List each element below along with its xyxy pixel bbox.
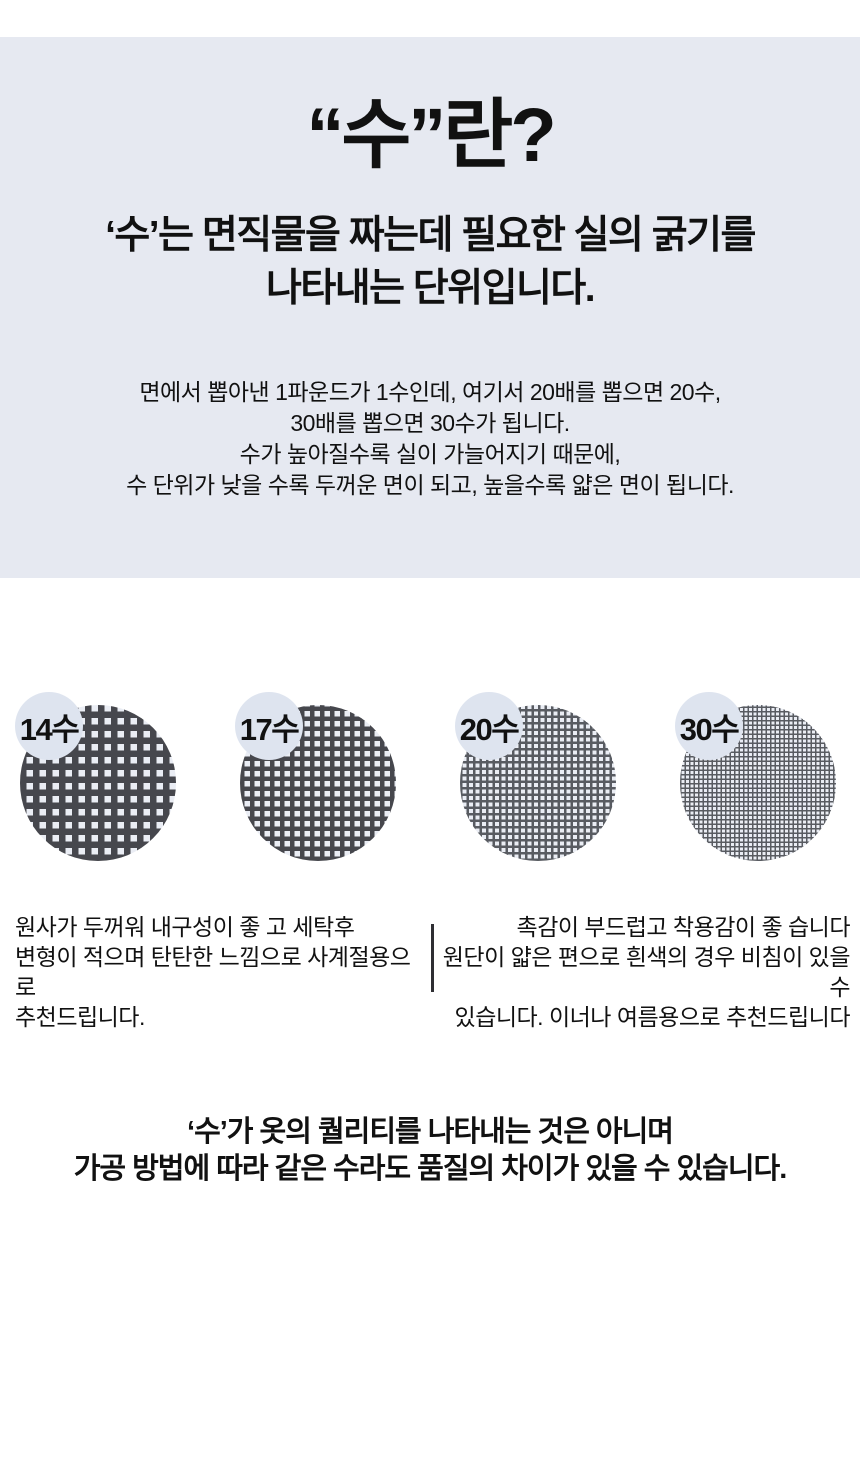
intro-line-3: 수가 높아질수록 실이 가늘어지기 때문에, <box>239 441 621 468</box>
subtitle-line-2: 나타내는 단위입니다. <box>265 267 596 311</box>
intro-line-4: 수 단위가 낮을 수록 두꺼운 면이 되고, 높을수록 얇은 면이 됩니다. <box>126 472 734 499</box>
thin-note-line-3: 있습니다. 이너나 여름용으로 추천드립니다 <box>454 1004 851 1030</box>
swatch-row: 14수 17수 20수 30수 <box>0 690 860 865</box>
top-white-strip <box>0 0 860 37</box>
thick-note-line-1: 원사가 두꺼워 내구성이 좋 고 세탁후 <box>15 914 355 940</box>
thick-fabric-note: 원사가 두꺼워 내구성이 좋 고 세탁후 변형이 적으며 탄탄한 느낌으로 사계… <box>0 912 431 1032</box>
thick-note-line-3: 추천드립니다. <box>15 1004 145 1030</box>
quality-disclaimer: ‘수’가 옷의 퀄리티를 나타내는 것은 아니며 가공 방법에 따라 같은 수라… <box>0 1114 860 1188</box>
intro-line-2: 30배를 뽑으면 30수가 됩니다. <box>290 410 570 437</box>
swatch-item-30su: 30수 <box>675 690 838 865</box>
thin-note-line-2: 원단이 얇은 편으로 흰색의 경우 비침이 있을 수 <box>442 944 851 1000</box>
page-title: “수”란? <box>306 93 556 178</box>
fabric-mesh-circle-20su <box>460 705 616 861</box>
count-badge-label: 30수 <box>679 711 740 747</box>
fabric-swatch-section: 14수 17수 20수 30수 <box>0 578 860 865</box>
page-subtitle: ‘수’는 면직물을 짜는데 필요한 실의 굵기를 나타내는 단위입니다. <box>0 209 860 315</box>
count-badge-17su: 17수 <box>235 692 303 760</box>
thick-note-line-2: 변형이 적으며 탄탄한 느낌으로 사계절용으로 <box>15 944 411 1000</box>
intro-paragraph: 면에서 뽑아낸 1파운드가 1수인데, 여기서 20배를 뽑으면 20수, 30… <box>0 377 860 501</box>
count-badge-label: 17수 <box>239 711 300 747</box>
vertical-divider <box>431 924 434 992</box>
count-badge-label: 14수 <box>19 711 80 747</box>
hero-section: “수”란? ‘수’는 면직물을 짜는데 필요한 실의 굵기를 나타내는 단위입니… <box>0 37 860 578</box>
swatch-item-14su: 14수 <box>15 690 178 865</box>
thin-fabric-note: 촉감이 부드럽고 착용감이 좋 습니다 원단이 얇은 편으로 흰색의 경우 비침… <box>434 912 860 1032</box>
thin-note-line-1: 촉감이 부드럽고 착용감이 좋 습니다 <box>516 914 851 940</box>
disclaimer-line-2: 가공 방법에 따라 같은 수라도 품질의 차이가 있을 수 있습니다. <box>73 1153 788 1185</box>
count-badge-20su: 20수 <box>455 692 523 760</box>
comparison-notes: 원사가 두꺼워 내구성이 좋 고 세탁후 변형이 적으며 탄탄한 느낌으로 사계… <box>0 912 860 1032</box>
swatch-item-20su: 20수 <box>455 690 618 865</box>
count-badge-30su: 30수 <box>675 692 743 760</box>
swatch-item-17su: 17수 <box>235 690 398 865</box>
subtitle-line-1: ‘수’는 면직물을 짜는데 필요한 실의 굵기를 <box>105 214 756 258</box>
intro-line-1: 면에서 뽑아낸 1파운드가 1수인데, 여기서 20배를 뽑으면 20수, <box>139 379 721 406</box>
disclaimer-line-1: ‘수’가 옷의 퀄리티를 나타내는 것은 아니며 <box>187 1116 674 1148</box>
count-badge-14su: 14수 <box>15 692 83 760</box>
count-badge-label: 20수 <box>459 711 520 747</box>
